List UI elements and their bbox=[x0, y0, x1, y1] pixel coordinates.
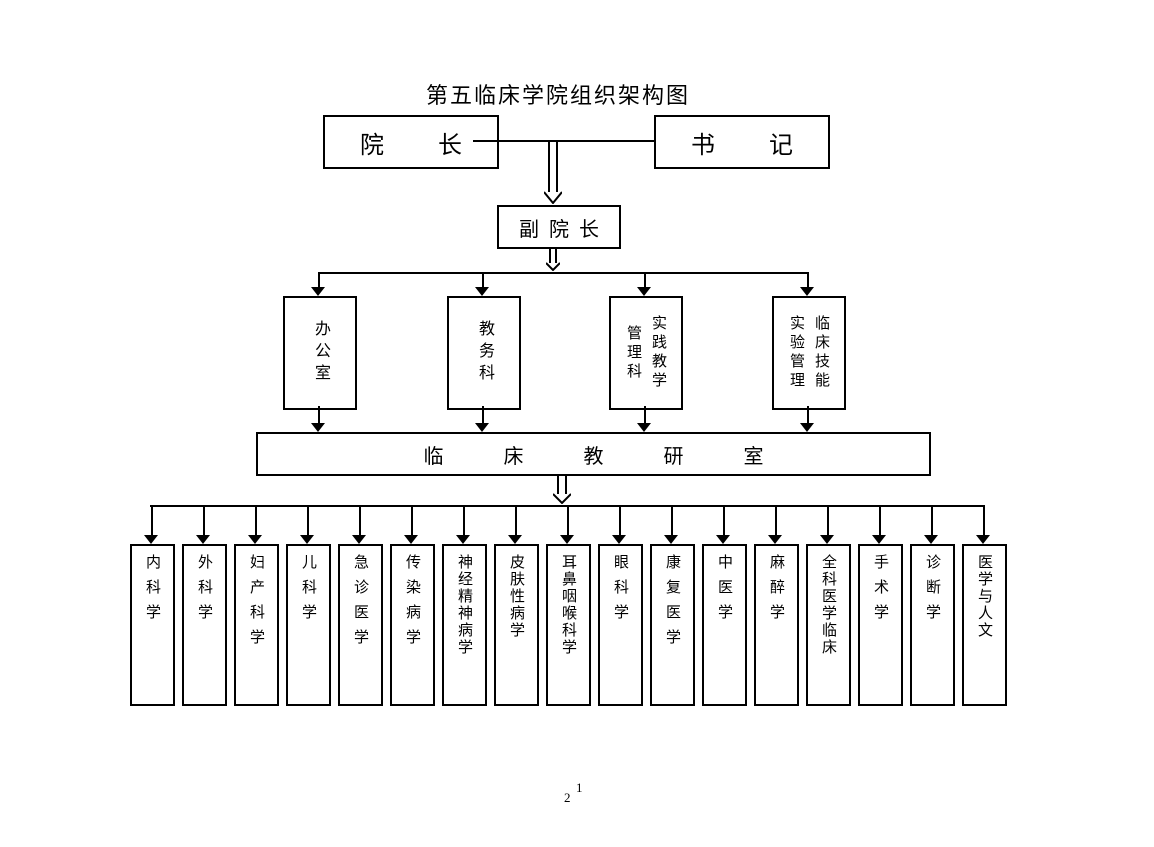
connector bbox=[482, 406, 484, 423]
leaf-node: 内科学 bbox=[130, 544, 175, 706]
connector bbox=[807, 272, 809, 287]
leaf-node: 外科学 bbox=[182, 544, 227, 706]
org-chart: 第五临床学院组织架构图 院 长 书 记 副院长 办公室 教务科 管理科实践教学 … bbox=[0, 0, 1154, 847]
leaf-node: 儿科学 bbox=[286, 544, 331, 706]
arrow-head-icon bbox=[475, 287, 489, 297]
leaf-label: 中医学 bbox=[714, 554, 735, 629]
connector bbox=[644, 272, 646, 287]
connector bbox=[807, 406, 809, 423]
arrow-down-icon bbox=[546, 247, 560, 271]
connector bbox=[473, 140, 654, 142]
connector bbox=[775, 505, 777, 535]
arrow-head-icon bbox=[475, 423, 489, 433]
leaf-node: 康复医学 bbox=[650, 544, 695, 706]
leaf-label: 眼科学 bbox=[610, 554, 631, 629]
connector bbox=[463, 505, 465, 535]
connector bbox=[931, 505, 933, 535]
arrow-head-icon bbox=[800, 287, 814, 297]
node-dean: 院 长 bbox=[323, 115, 499, 169]
node-office: 办公室 bbox=[283, 296, 357, 410]
connector bbox=[151, 505, 153, 535]
leaf-label: 手术学 bbox=[870, 554, 891, 629]
connector bbox=[411, 505, 413, 535]
leaf-label: 医学与人文 bbox=[974, 554, 995, 639]
connector bbox=[318, 272, 808, 274]
leaf-label: 耳鼻咽喉科学 bbox=[558, 554, 579, 656]
connector bbox=[318, 272, 320, 287]
arrow-head-icon bbox=[311, 423, 325, 433]
leaf-node: 中医学 bbox=[702, 544, 747, 706]
node-practice: 管理科实践教学 bbox=[609, 296, 683, 410]
node-vice-dean: 副院长 bbox=[497, 205, 621, 249]
node-academic: 教务科 bbox=[447, 296, 521, 410]
leaf-node: 全科医学临床 bbox=[806, 544, 851, 706]
leaf-node: 眼科学 bbox=[598, 544, 643, 706]
leaf-label: 神经精神病学 bbox=[454, 554, 475, 656]
connector bbox=[983, 505, 985, 535]
chart-title: 第五临床学院组织架构图 bbox=[426, 78, 690, 110]
leaf-node: 传染病学 bbox=[390, 544, 435, 706]
page-number: 1 bbox=[576, 780, 583, 796]
connector bbox=[671, 505, 673, 535]
arrow-head-icon bbox=[311, 287, 325, 297]
arrow-down-icon bbox=[553, 474, 571, 504]
connector bbox=[318, 406, 320, 423]
arrow-head-icon bbox=[637, 423, 651, 433]
leaf-node: 医学与人文 bbox=[962, 544, 1007, 706]
page-number: 2 bbox=[564, 790, 571, 806]
connector bbox=[644, 406, 646, 423]
connector bbox=[482, 272, 484, 287]
leaf-node: 妇产科学 bbox=[234, 544, 279, 706]
leaf-node: 皮肤性病学 bbox=[494, 544, 539, 706]
leaf-label: 儿科学 bbox=[298, 554, 319, 629]
leaf-node: 耳鼻咽喉科学 bbox=[546, 544, 591, 706]
connector bbox=[567, 505, 569, 535]
node-secretary: 书 记 bbox=[654, 115, 830, 169]
node-skills-lab: 实验管理临床技能 bbox=[772, 296, 846, 410]
connector bbox=[619, 505, 621, 535]
connector bbox=[515, 505, 517, 535]
connector bbox=[723, 505, 725, 535]
leaf-node: 手术学 bbox=[858, 544, 903, 706]
arrow-down-icon bbox=[544, 142, 562, 204]
leaf-label: 诊断学 bbox=[922, 554, 943, 629]
connector bbox=[827, 505, 829, 535]
leaf-label: 外科学 bbox=[194, 554, 215, 629]
arrow-head-icon bbox=[637, 287, 651, 297]
leaf-label: 传染病学 bbox=[402, 554, 423, 654]
leaf-label: 皮肤性病学 bbox=[506, 554, 527, 639]
arrow-head-icon bbox=[800, 423, 814, 433]
leaf-label: 急诊医学 bbox=[350, 554, 371, 654]
connector bbox=[359, 505, 361, 535]
leaf-label: 全科医学临床 bbox=[818, 554, 839, 656]
leaf-node: 神经精神病学 bbox=[442, 544, 487, 706]
leaf-label: 麻醉学 bbox=[766, 554, 787, 629]
connector bbox=[255, 505, 257, 535]
connector bbox=[203, 505, 205, 535]
node-teaching-research: 临床教研室 bbox=[256, 432, 931, 476]
leaf-node: 急诊医学 bbox=[338, 544, 383, 706]
leaf-node: 诊断学 bbox=[910, 544, 955, 706]
leaf-label: 康复医学 bbox=[662, 554, 683, 654]
leaf-node: 麻醉学 bbox=[754, 544, 799, 706]
leaf-label: 妇产科学 bbox=[246, 554, 267, 654]
connector bbox=[879, 505, 881, 535]
leaf-label: 内科学 bbox=[142, 554, 163, 629]
connector bbox=[307, 505, 309, 535]
